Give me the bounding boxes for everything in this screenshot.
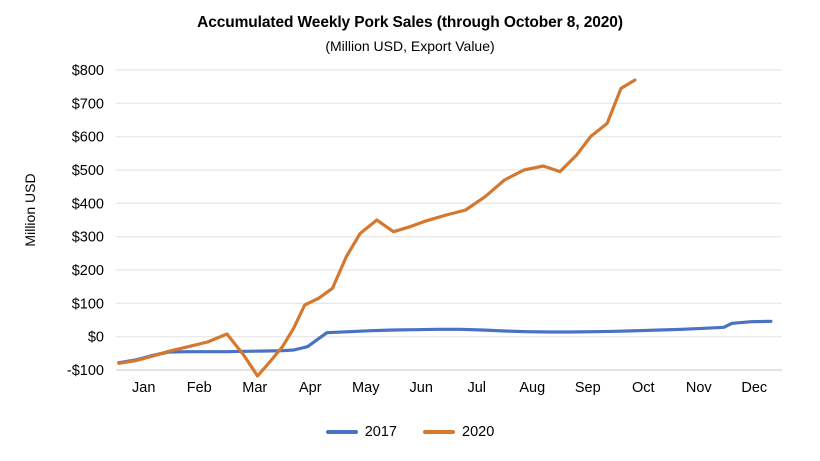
x-axis-tick-label: Nov: [686, 380, 713, 396]
y-axis-tick-label: $300: [72, 230, 104, 246]
series-line-2017: [117, 319, 773, 365]
legend-item-2017[interactable]: 2017: [325, 424, 397, 440]
x-axis-tick-label: Oct: [632, 380, 655, 396]
x-axis-tick-label: Sep: [575, 380, 601, 396]
line-swatch-icon: [423, 430, 455, 434]
chart-legend: 2017 2020: [0, 424, 820, 440]
y-axis-tick-label: $400: [72, 196, 104, 212]
y-axis-tick-label: $800: [72, 63, 104, 79]
y-axis-tick-label: -$100: [67, 363, 104, 379]
x-axis-tick-label: May: [352, 380, 380, 396]
legend-label: 2020: [462, 424, 495, 440]
x-axis-tick-labels: Jan Feb Mar Apr May Jun Jul Aug Sep Oct Nov Dec: [132, 380, 767, 396]
y-axis-tick-label: $0: [88, 330, 104, 346]
y-axis-tick-label: $200: [72, 263, 104, 279]
x-axis-tick-label: Mar: [242, 380, 267, 396]
x-axis-tick-label: Jul: [467, 380, 486, 396]
legend-label: 2017: [364, 424, 397, 440]
data-series: [117, 78, 773, 378]
y-axis-tick-label: $100: [72, 296, 104, 312]
x-axis-tick-label: Feb: [187, 380, 212, 396]
y-axis-tick-labels: $800 $700 $600 $500 $400 $300 $200 $100 $0 -$100: [67, 63, 104, 379]
x-axis-tick-label: Apr: [299, 380, 322, 396]
y-axis-tick-label: $700: [72, 96, 104, 112]
x-axis-tick-label: Dec: [741, 380, 767, 396]
legend-item-2020[interactable]: 2020: [423, 424, 494, 440]
y-axis-tick-label: $500: [72, 163, 104, 179]
y-axis-tick-label: $600: [72, 130, 104, 146]
chart-title: Accumulated Weekly Pork Sales (through O…: [197, 14, 623, 31]
series-line-2020: [117, 78, 637, 378]
gridlines: [116, 69, 782, 371]
x-axis-tick-label: Aug: [519, 380, 545, 396]
line-swatch-icon: [325, 430, 358, 434]
chart-subtitle: (Million USD, Export Value): [325, 38, 495, 54]
x-axis-tick-label: Jun: [410, 380, 433, 396]
x-axis-tick-label: Jan: [132, 380, 155, 396]
